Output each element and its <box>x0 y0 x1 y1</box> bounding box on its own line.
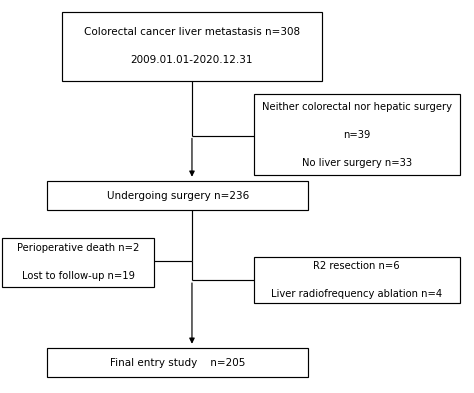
FancyBboxPatch shape <box>254 257 460 303</box>
FancyBboxPatch shape <box>47 181 308 210</box>
Text: Perioperative death n=2

Lost to follow-up n=19: Perioperative death n=2 Lost to follow-u… <box>17 243 139 281</box>
Text: Final entry study    n=205: Final entry study n=205 <box>110 358 246 367</box>
Text: Neither colorectal nor hepatic surgery

n=39

No liver surgery n=33: Neither colorectal nor hepatic surgery n… <box>262 102 452 167</box>
Text: R2 resection n=6

Liver radiofrequency ablation n=4: R2 resection n=6 Liver radiofrequency ab… <box>271 261 442 299</box>
FancyBboxPatch shape <box>254 94 460 175</box>
FancyBboxPatch shape <box>47 348 308 377</box>
Text: Undergoing surgery n=236: Undergoing surgery n=236 <box>107 191 249 200</box>
FancyBboxPatch shape <box>62 12 322 81</box>
Text: Colorectal cancer liver metastasis n=308

2009.01.01-2020.12.31: Colorectal cancer liver metastasis n=308… <box>84 27 300 65</box>
FancyBboxPatch shape <box>2 238 154 287</box>
